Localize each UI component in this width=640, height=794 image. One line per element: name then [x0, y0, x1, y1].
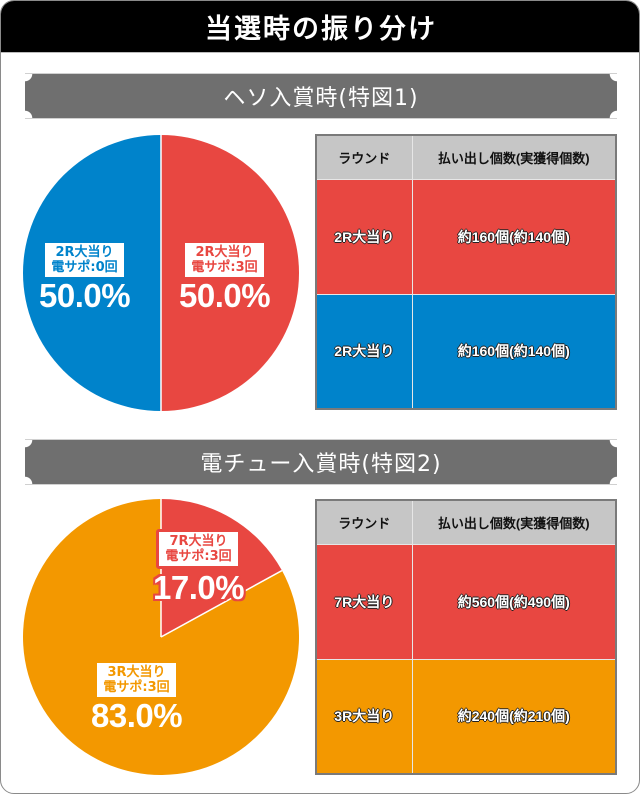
payout-table-denchu: ラウンド 払い出し個数(実獲得個数) 7R大当り 約560個(約490個) 3R…	[315, 499, 617, 775]
table-header-row: ラウンド 払い出し個数(実獲得個数)	[315, 134, 617, 180]
pie-label-2r-0: 2R大当り 電サポ:0回 50.0%	[39, 243, 131, 315]
round-label: 7R大当り	[169, 534, 228, 549]
section-title: ヘソ入賞時(特図1)	[223, 86, 419, 111]
pie-label-7r: 7R大当り 電サポ:3回 17.0%	[153, 529, 245, 607]
pie-tag: 3R大当り 電サポ:3回	[97, 663, 176, 697]
page-title: 当選時の振り分け	[205, 14, 437, 45]
densapo-label: 電サポ:0回	[51, 260, 118, 275]
section-banner-heso: ヘソ入賞時(特図1)	[25, 73, 617, 119]
pie-label-3r: 3R大当り 電サポ:3回 83.0%	[91, 663, 183, 735]
title-bar: 当選時の振り分け	[1, 1, 639, 53]
table-header-row: ラウンド 払い出し個数(実獲得個数)	[315, 499, 617, 545]
cell-payout: 約560個(約490個)	[411, 543, 617, 660]
table-row: 3R大当り 約240個(約210個)	[315, 658, 617, 775]
pie-tag: 7R大当り 電サポ:3回	[156, 529, 241, 569]
header-round: ラウンド	[315, 134, 413, 180]
cell-round: 2R大当り	[315, 293, 413, 410]
percentage: 17.0%	[153, 569, 245, 606]
pie-slice-3r	[23, 499, 299, 775]
percentage: 50.0%	[39, 277, 131, 314]
densapo-label: 電サポ:3回	[191, 260, 258, 275]
percentage: 83.0%	[91, 697, 183, 734]
table-row: 7R大当り 約560個(約490個)	[315, 543, 617, 660]
percentage: 50.0%	[179, 277, 271, 314]
table-row: 2R大当り 約160個(約140個)	[315, 293, 617, 410]
cell-payout: 約240個(約210個)	[411, 658, 617, 775]
pie-tag: 2R大当り 電サポ:3回	[185, 243, 264, 277]
round-label: 2R大当り	[55, 245, 114, 260]
densapo-label: 電サポ:3回	[103, 680, 170, 695]
section-banner-denchu: 電チュー入賞時(特図2)	[25, 439, 617, 485]
header-round: ラウンド	[315, 499, 413, 545]
densapo-label: 電サポ:3回	[165, 549, 232, 564]
cell-round: 2R大当り	[315, 178, 413, 295]
cell-round: 3R大当り	[315, 658, 413, 775]
pie-chart-heso: 2R大当り 電サポ:0回 50.0% 2R大当り 電サポ:3回 50.0%	[23, 135, 299, 411]
table-row: 2R大当り 約160個(約140個)	[315, 178, 617, 295]
header-payout: 払い出し個数(実獲得個数)	[411, 134, 617, 180]
round-label: 3R大当り	[107, 665, 166, 680]
round-label: 2R大当り	[195, 245, 254, 260]
cell-payout: 約160個(約140個)	[411, 178, 617, 295]
pie-label-2r-3: 2R大当り 電サポ:3回 50.0%	[179, 243, 271, 315]
cell-payout: 約160個(約140個)	[411, 293, 617, 410]
cell-round: 7R大当り	[315, 543, 413, 660]
section-title: 電チュー入賞時(特図2)	[200, 452, 442, 477]
payout-table-heso: ラウンド 払い出し個数(実獲得個数) 2R大当り 約160個(約140個) 2R…	[315, 134, 617, 410]
pie-tag: 2R大当り 電サポ:0回	[45, 243, 124, 277]
pie-chart-denchu: 7R大当り 電サポ:3回 17.0% 3R大当り 電サポ:3回 83.0%	[23, 499, 299, 775]
header-payout: 払い出し個数(実獲得個数)	[411, 499, 617, 545]
